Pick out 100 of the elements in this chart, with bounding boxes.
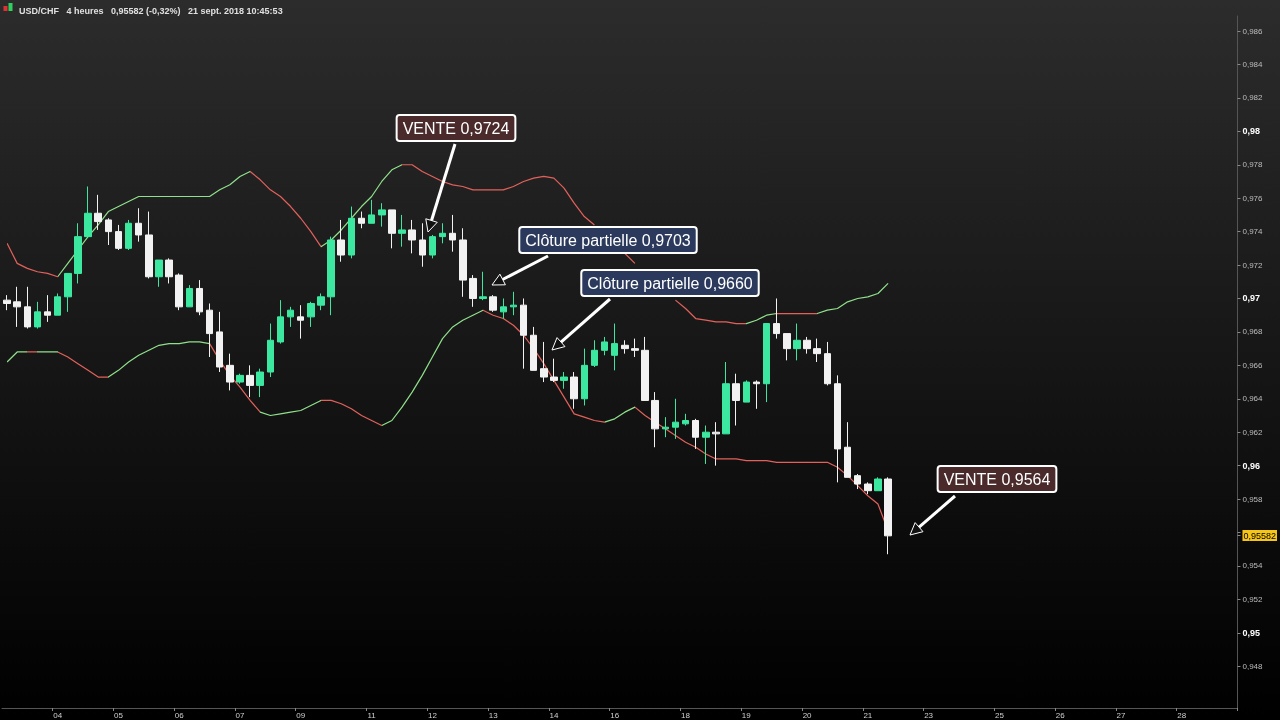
candlestick bbox=[641, 336, 649, 401]
candlestick bbox=[105, 217, 112, 246]
candlestick bbox=[125, 219, 132, 251]
x-tick-label: 28 bbox=[1177, 710, 1187, 720]
x-tick-label: 25 bbox=[995, 710, 1005, 720]
y-tick-label: 0,96 bbox=[1242, 460, 1260, 471]
candlestick bbox=[337, 219, 345, 263]
candlestick bbox=[115, 224, 122, 251]
candlestick bbox=[834, 374, 841, 483]
candlestick bbox=[793, 323, 801, 361]
x-tick-label: 14 bbox=[549, 710, 559, 720]
y-tick-label: 0,986 bbox=[1242, 26, 1264, 36]
y-tick-label: 0,95 bbox=[1242, 627, 1260, 638]
candlestick bbox=[743, 379, 750, 403]
x-tick-label: 07 bbox=[235, 710, 245, 720]
candlestick bbox=[54, 292, 61, 316]
y-tick-label: 0,978 bbox=[1242, 160, 1264, 170]
candlestick bbox=[874, 476, 882, 492]
y-tick-label: 0,966 bbox=[1242, 360, 1264, 370]
candlestick bbox=[358, 211, 365, 229]
candlestick bbox=[64, 272, 72, 313]
candlestick bbox=[307, 301, 315, 328]
candlestick bbox=[500, 297, 507, 320]
candlestick bbox=[419, 222, 426, 268]
candlestick bbox=[884, 476, 892, 555]
y-tick-label: 0,962 bbox=[1242, 427, 1264, 437]
candlestick bbox=[651, 391, 659, 448]
candlestick bbox=[692, 418, 699, 450]
candlestick bbox=[408, 219, 416, 254]
candlestick bbox=[429, 234, 436, 259]
x-tick-label: 13 bbox=[488, 710, 499, 720]
candlestick bbox=[824, 341, 831, 386]
candlestick bbox=[854, 473, 861, 490]
candlestick bbox=[773, 297, 780, 340]
candlestick bbox=[267, 323, 274, 378]
candlestick bbox=[155, 259, 163, 288]
candlestick bbox=[135, 207, 142, 243]
candlestick bbox=[631, 338, 639, 358]
x-tick-label: 27 bbox=[1116, 710, 1127, 720]
candlestick bbox=[530, 326, 537, 371]
chart-title: USD/CHF 4 heures 0,95582 (-0,32%) 21 sept. 2018 10:45:53 bbox=[19, 5, 283, 16]
candlestick bbox=[662, 416, 669, 438]
y-tick-label: 0,95582 bbox=[1243, 530, 1277, 541]
candlestick bbox=[844, 421, 851, 478]
y-tick-label: 0,984 bbox=[1242, 59, 1264, 69]
candlestick bbox=[317, 292, 325, 311]
candlestick bbox=[479, 271, 487, 301]
annotation: VENTE 0,9724 bbox=[402, 119, 510, 137]
annotation: VENTE 0,9564 bbox=[943, 470, 1051, 488]
y-tick-label: 0,968 bbox=[1242, 327, 1264, 337]
candlestick bbox=[44, 294, 51, 323]
candlestick bbox=[236, 373, 244, 385]
y-tick-label: 0,958 bbox=[1242, 494, 1264, 504]
candlestick bbox=[34, 301, 41, 330]
candlestick bbox=[682, 413, 689, 427]
candlestick bbox=[581, 348, 588, 406]
candlestick bbox=[469, 274, 477, 308]
annotation: Clôture partielle 0,9703 bbox=[525, 231, 691, 249]
candlestick bbox=[388, 209, 396, 249]
candlestick bbox=[368, 199, 375, 224]
candlestick bbox=[550, 358, 558, 383]
candlestick bbox=[712, 421, 720, 467]
candlestick bbox=[813, 338, 821, 363]
x-tick-label: 21 bbox=[863, 710, 873, 720]
x-tick-label: 16 bbox=[610, 710, 620, 720]
candlestick bbox=[510, 291, 517, 316]
x-tick-label: 26 bbox=[1055, 710, 1066, 720]
y-tick-label: 0,982 bbox=[1242, 93, 1264, 103]
y-tick-label: 0,948 bbox=[1242, 661, 1264, 671]
annotation: Clôture partielle 0,9660 bbox=[587, 274, 753, 292]
candlestick bbox=[702, 425, 710, 465]
x-tick-label: 11 bbox=[367, 710, 377, 720]
y-tick-label: 0,974 bbox=[1242, 227, 1264, 237]
candlestick bbox=[732, 373, 740, 427]
candlestick bbox=[520, 297, 527, 370]
y-tick-label: 0,972 bbox=[1242, 260, 1264, 270]
candlestick bbox=[13, 286, 21, 328]
candlestick bbox=[165, 257, 173, 284]
candlestick bbox=[753, 379, 760, 410]
candlestick bbox=[611, 323, 618, 371]
candlestick bbox=[206, 303, 213, 358]
y-tick-label: 0,954 bbox=[1242, 561, 1264, 571]
candlestick bbox=[439, 222, 446, 244]
candlestick bbox=[398, 214, 406, 248]
candlestick bbox=[763, 323, 770, 403]
candlestick bbox=[94, 194, 102, 231]
x-tick-label: 20 bbox=[802, 710, 813, 720]
candlestick bbox=[256, 368, 264, 398]
x-tick-label: 23 bbox=[924, 710, 934, 720]
candlestick bbox=[348, 206, 355, 259]
x-tick-label: 12 bbox=[427, 710, 438, 720]
x-tick-label: 04 bbox=[53, 710, 63, 720]
candlestick bbox=[3, 294, 11, 311]
y-tick-label: 0,97 bbox=[1242, 293, 1260, 304]
candlestick bbox=[175, 272, 183, 311]
candlestick bbox=[277, 299, 284, 345]
candlestick bbox=[287, 306, 294, 328]
candlestick bbox=[601, 336, 608, 356]
x-tick-label: 09 bbox=[296, 710, 306, 720]
candlestick bbox=[145, 211, 153, 279]
